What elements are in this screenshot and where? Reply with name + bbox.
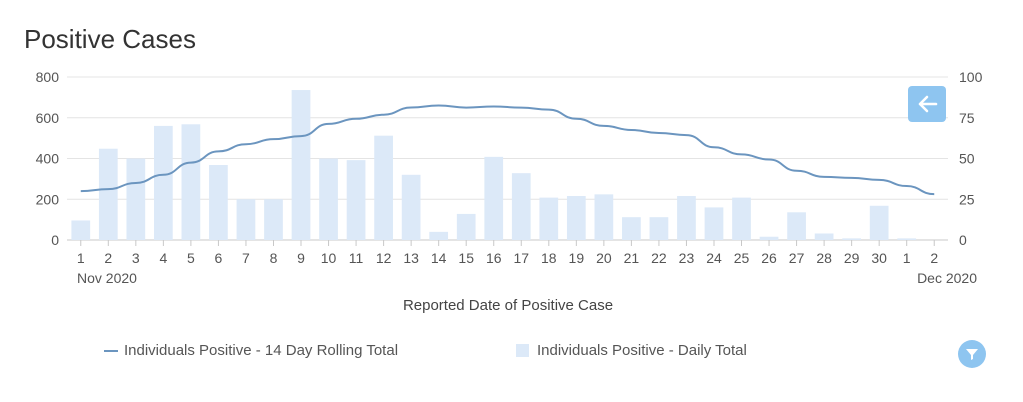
daily-total-bars (71, 90, 917, 240)
daily-total-bar (401, 174, 421, 240)
x-tick-label: 25 (734, 250, 750, 266)
daily-total-bar (126, 158, 146, 240)
daily-total-bar (814, 233, 834, 240)
daily-total-bar (622, 217, 641, 240)
daily-total-bar (539, 197, 559, 240)
x-tick-label: 28 (816, 250, 832, 266)
y-right-tick-label: 0 (959, 232, 967, 248)
daily-total-bar (759, 236, 779, 240)
x-tick-label: 10 (321, 250, 337, 266)
x-tick-label: 9 (297, 250, 305, 266)
x-tick-label: 14 (431, 250, 447, 266)
daily-total-bar (704, 207, 724, 240)
x-tick-label: 16 (486, 250, 502, 266)
x-tick-label: 2 (104, 250, 112, 266)
rolling-total-line (80, 104, 935, 196)
arrow-left-icon (918, 95, 938, 113)
y-right-tick-label: 75 (959, 110, 975, 126)
x-month-end: Dec 2020 (917, 270, 977, 286)
x-month-start: Nov 2020 (77, 270, 137, 286)
x-tick-label: 1 (77, 250, 85, 266)
legend-item-daily-total[interactable]: Individuals Positive - Daily Total (516, 342, 747, 359)
daily-total-bar (71, 220, 91, 240)
back-button[interactable] (908, 86, 946, 122)
daily-total-bar (566, 195, 586, 240)
x-tick-label: 1 (903, 250, 911, 266)
x-tick-label: 30 (871, 250, 887, 266)
x-tick-label: 6 (215, 250, 223, 266)
x-tick-label: 21 (624, 250, 640, 266)
x-tick-label: 22 (651, 250, 667, 266)
legend-item-rolling-total[interactable]: Individuals Positive - 14 Day Rolling To… (104, 342, 398, 359)
daily-total-bar (429, 231, 449, 240)
daily-total-bar (236, 199, 256, 240)
daily-total-bar (456, 213, 476, 240)
daily-total-bar (677, 195, 696, 240)
x-tick-label: 3 (132, 250, 140, 266)
y-left-tick-label: 800 (36, 69, 60, 85)
x-tick-label: 12 (376, 250, 392, 266)
line-swatch (104, 349, 118, 352)
x-tick-label: 19 (569, 250, 585, 266)
legend-label-daily-total: Individuals Positive - Daily Total (537, 342, 747, 359)
x-tick-label: 11 (349, 250, 364, 266)
x-tick-label: 13 (403, 250, 419, 266)
page-title: Positive Cases (24, 24, 196, 54)
daily-total-bar (869, 205, 889, 240)
x-tick-label: 8 (270, 250, 278, 266)
daily-total-bar (374, 135, 393, 240)
daily-total-bar (291, 90, 311, 240)
daily-total-bar (153, 125, 173, 240)
daily-total-bar (897, 238, 917, 240)
x-tick-label: 26 (761, 250, 777, 266)
x-tick-label: 7 (242, 250, 250, 266)
x-axis-title: Reported Date of Positive Case (403, 297, 613, 314)
filter-icon (966, 349, 978, 360)
daily-total-bar (98, 148, 118, 240)
x-tick-label: 24 (706, 250, 722, 266)
x-tick-label: 29 (844, 250, 860, 266)
daily-total-bar (319, 158, 338, 240)
daily-total-bar (649, 217, 669, 240)
daily-total-bar (181, 124, 201, 240)
daily-total-bar (511, 173, 531, 240)
x-tick-label: 4 (159, 250, 167, 266)
y-left-tick-label: 0 (51, 232, 59, 248)
x-tick-label: 20 (596, 250, 612, 266)
x-tick-label: 27 (789, 250, 805, 266)
daily-total-bar (842, 238, 862, 240)
y-right-tick-label: 50 (959, 151, 975, 167)
y-left-tick-label: 600 (36, 110, 60, 126)
daily-total-bar (346, 160, 366, 240)
daily-total-bar (732, 197, 751, 240)
x-tick-label: 23 (679, 250, 695, 266)
x-tick-label: 2 (930, 250, 938, 266)
x-tick-label: 15 (458, 250, 474, 266)
y-right-tick-label: 25 (959, 191, 975, 207)
x-tick-label: 5 (187, 250, 195, 266)
y-left-tick-label: 400 (36, 151, 60, 167)
daily-total-bar (209, 165, 228, 240)
y-right-tick-label: 100 (959, 69, 983, 85)
y-left-tick-label: 200 (36, 191, 60, 207)
bar-swatch (516, 344, 529, 357)
x-tick-label: 18 (541, 250, 557, 266)
rolling-total-line-path (80, 104, 935, 196)
daily-total-bar (594, 194, 614, 240)
daily-total-bar (264, 199, 283, 240)
daily-total-bar (787, 212, 806, 240)
x-tick-label: 17 (513, 250, 529, 266)
legend-label-rolling-total: Individuals Positive - 14 Day Rolling To… (124, 342, 399, 359)
filter-button[interactable] (958, 340, 986, 368)
daily-total-bar (484, 156, 504, 240)
